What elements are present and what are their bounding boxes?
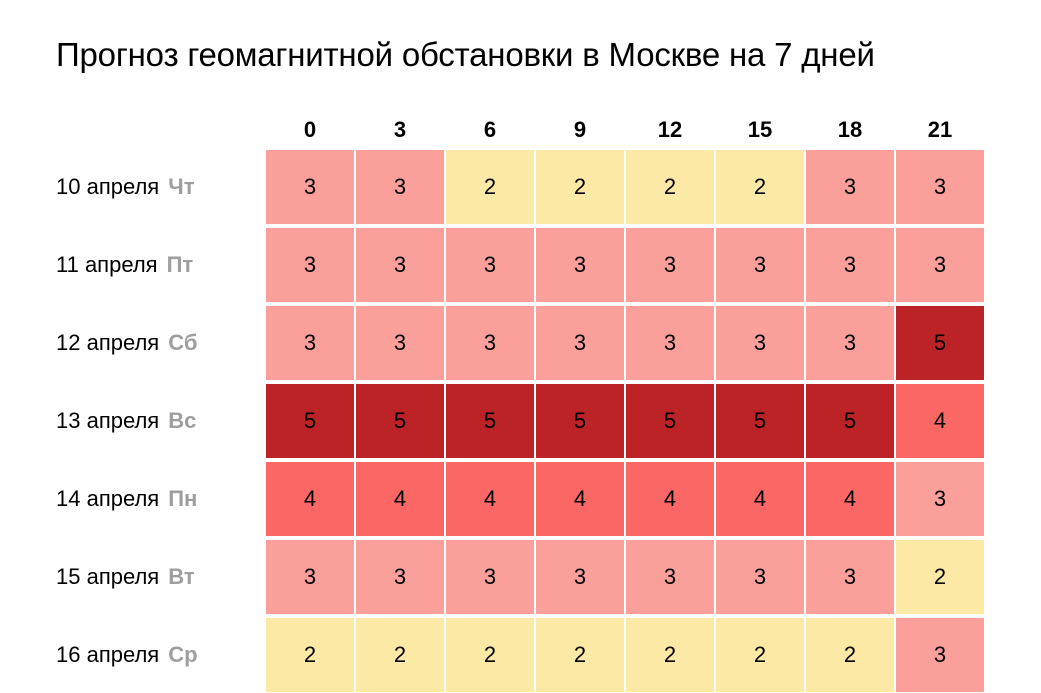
- weekday-label: Чт: [168, 174, 195, 199]
- row-label: 10 апреля Чт: [56, 150, 236, 224]
- heatmap-cell: 4: [536, 462, 624, 536]
- heatmap-cell: 4: [716, 462, 804, 536]
- weekday-label: Ср: [168, 642, 198, 667]
- heatmap-cell: 5: [536, 384, 624, 458]
- weekday-label: Вт: [168, 564, 195, 589]
- heatmap-cell: 3: [626, 228, 714, 302]
- heatmap-cell: 2: [896, 540, 984, 614]
- date-label: 10 апреля: [56, 174, 160, 199]
- heatmap-cell: 3: [446, 540, 534, 614]
- heatmap-cell: 3: [716, 540, 804, 614]
- heatmap-cell: 5: [896, 306, 984, 380]
- heatmap-cell: 2: [446, 618, 534, 692]
- heatmap-cell: 3: [446, 228, 534, 302]
- row-label: 15 апреля Вт: [56, 540, 236, 614]
- hour-header-9: 9: [573, 117, 587, 142]
- heatmap-cell: 3: [896, 462, 984, 536]
- heatmap-cell: 2: [536, 618, 624, 692]
- heatmap-cell: 2: [626, 618, 714, 692]
- heatmap-cell: 2: [716, 618, 804, 692]
- heatmap-cell: 3: [896, 228, 984, 302]
- heatmap-cell: 3: [266, 228, 354, 302]
- hour-header-21: 21: [927, 117, 953, 142]
- heatmap-cell: 3: [716, 306, 804, 380]
- weekday-label: Пн: [168, 486, 198, 511]
- row-label: 16 апреля Ср: [56, 618, 236, 692]
- heatmap-cell: 4: [446, 462, 534, 536]
- weekday-label: Вс: [168, 408, 197, 433]
- row-label: 14 апреля Пн: [56, 462, 236, 536]
- row-label: 12 апреля Сб: [56, 306, 236, 380]
- heatmap-cell: 3: [266, 306, 354, 380]
- row-label: 11 апреля Пт: [56, 228, 236, 302]
- date-label: 13 апреля: [56, 408, 160, 433]
- date-label: 12 апреля: [56, 330, 160, 355]
- heatmap-cell: 4: [896, 384, 984, 458]
- hour-header-15: 15: [747, 117, 773, 142]
- heatmap-cell: 4: [626, 462, 714, 536]
- hour-header-3: 3: [393, 117, 407, 142]
- weekday-label: Сб: [168, 330, 198, 355]
- heatmap-cell: 2: [626, 150, 714, 224]
- heatmap-cell: 3: [266, 150, 354, 224]
- heatmap-cell: 3: [356, 228, 444, 302]
- heatmap-cell: 4: [806, 462, 894, 536]
- heatmap-cell: 3: [536, 540, 624, 614]
- heatmap-cell: 3: [896, 150, 984, 224]
- heatmap-cell: 3: [806, 540, 894, 614]
- heatmap-cell: 3: [356, 150, 444, 224]
- heatmap-cell: 2: [356, 618, 444, 692]
- heatmap-cell: 2: [266, 618, 354, 692]
- heatmap-cell: 3: [536, 228, 624, 302]
- heatmap-cell: 3: [356, 540, 444, 614]
- date-label: 16 апреля: [56, 642, 160, 667]
- date-label: 11 апреля: [56, 252, 158, 277]
- heatmap-cell: 5: [806, 384, 894, 458]
- heatmap-cell: 3: [806, 228, 894, 302]
- date-label: 14 апреля: [56, 486, 160, 511]
- hour-header-18: 18: [837, 117, 863, 142]
- heatmap-cell: 4: [266, 462, 354, 536]
- heatmap-cell: 5: [266, 384, 354, 458]
- hour-header-6: 6: [483, 117, 497, 142]
- heatmap-cell: 3: [446, 306, 534, 380]
- heatmap-cell: 3: [806, 306, 894, 380]
- heatmap-cell: 3: [626, 540, 714, 614]
- hour-header-0: 0: [303, 117, 317, 142]
- heatmap-cell: 4: [356, 462, 444, 536]
- date-label: 15 апреля: [56, 564, 160, 589]
- heatmap-cell: 2: [446, 150, 534, 224]
- heatmap-cell: 5: [356, 384, 444, 458]
- heatmap-cell: 5: [626, 384, 714, 458]
- heatmap-cell: 3: [896, 618, 984, 692]
- heatmap-cell: 3: [356, 306, 444, 380]
- heatmap-cell: 3: [536, 306, 624, 380]
- hour-header-12: 12: [657, 117, 683, 142]
- heatmap-cell: 3: [806, 150, 894, 224]
- chart-title: Прогноз геомагнитной обстановки в Москве…: [56, 36, 875, 73]
- heatmap-cell: 2: [716, 150, 804, 224]
- weekday-label: Пт: [166, 252, 194, 277]
- row-label: 13 апреля Вс: [56, 384, 236, 458]
- heatmap-cell: 3: [716, 228, 804, 302]
- heatmap-cell: 3: [266, 540, 354, 614]
- heatmap-cell: 3: [626, 306, 714, 380]
- heatmap-cell: 2: [536, 150, 624, 224]
- heatmap-cell: 2: [806, 618, 894, 692]
- heatmap-cell: 5: [716, 384, 804, 458]
- heatmap-cell: 5: [446, 384, 534, 458]
